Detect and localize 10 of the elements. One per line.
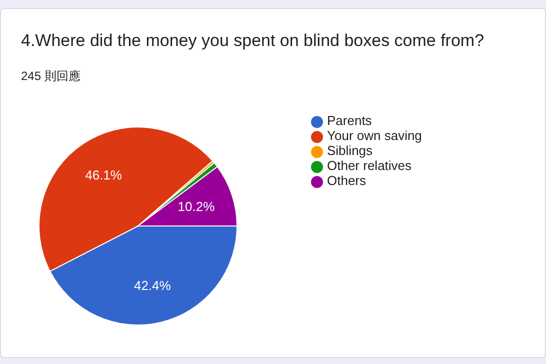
legend-label: Parents <box>327 113 372 128</box>
data-label: 46.1% <box>85 168 122 183</box>
chart-title: 4.Where did the money you spent on blind boxes come from? <box>21 31 484 51</box>
chart-subtitle: 245 則回應 <box>21 68 80 85</box>
legend-label: Other relatives <box>327 158 412 173</box>
legend-label: Others <box>327 173 366 188</box>
legend-label: Your own saving <box>327 128 422 143</box>
data-label: 42.4% <box>134 278 172 294</box>
data-label: 10.2% <box>178 199 216 214</box>
legend-label: Siblings <box>327 143 373 158</box>
